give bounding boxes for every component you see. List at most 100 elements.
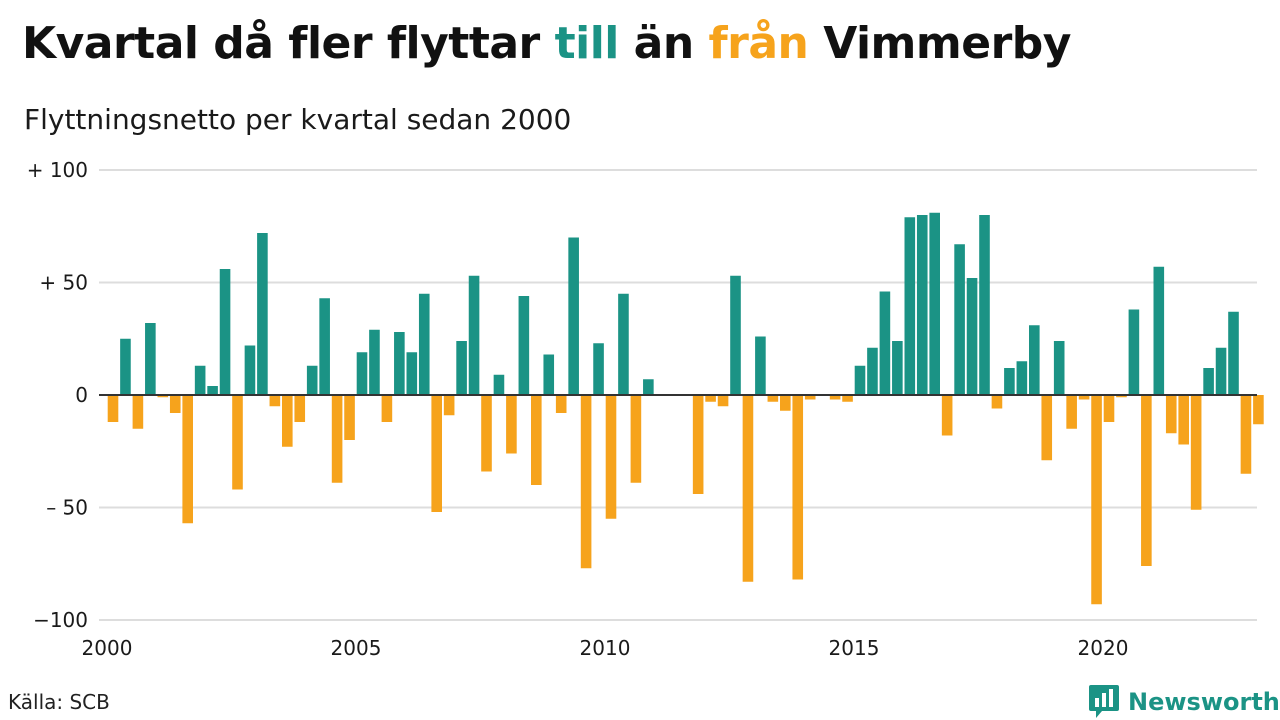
bar-positive xyxy=(518,296,530,395)
bar-negative xyxy=(1141,395,1152,566)
bar-negative xyxy=(182,395,193,524)
x-tick-label: 2010 xyxy=(580,636,631,660)
bar-positive xyxy=(954,244,965,395)
bar-negative xyxy=(1240,395,1252,474)
bar-negative xyxy=(717,395,729,407)
bar-positive xyxy=(406,352,418,395)
bar-positive xyxy=(207,386,218,395)
bar-negative xyxy=(481,395,492,472)
bar-positive xyxy=(468,275,480,395)
bar-positive xyxy=(854,365,866,395)
bar-positive xyxy=(892,341,903,395)
bars xyxy=(107,212,1264,605)
bar-negative xyxy=(555,395,567,413)
bar-negative xyxy=(1165,395,1177,434)
title-part-fran: från xyxy=(708,18,809,69)
bar-positive xyxy=(904,217,916,395)
bar-positive xyxy=(1004,368,1015,395)
bar-negative xyxy=(705,395,716,402)
bar-negative xyxy=(1253,395,1264,425)
newsworthy-logo: Newsworthy xyxy=(1088,684,1280,720)
bar-negative xyxy=(107,395,119,422)
bar-negative xyxy=(132,395,144,429)
bar-negative xyxy=(282,395,293,447)
bar-chart: + 100 + 50 0 – 50 −100 2000 2005 2010 2015 2020 xyxy=(27,158,1264,660)
bar-positive xyxy=(593,343,604,395)
bar-negative xyxy=(780,395,791,411)
y-tick-label: −100 xyxy=(33,608,88,632)
bar-negative xyxy=(767,395,779,402)
bar-negative xyxy=(804,395,816,400)
bar-negative xyxy=(1190,395,1202,510)
bar-negative xyxy=(431,395,442,512)
bar-negative xyxy=(842,395,853,402)
bar-negative xyxy=(605,395,617,519)
bar-positive xyxy=(369,329,380,395)
bar-positive xyxy=(219,269,231,395)
bar-negative xyxy=(1066,395,1077,429)
bar-positive xyxy=(643,379,654,395)
bar-negative xyxy=(1178,395,1189,445)
bar-negative xyxy=(792,395,804,580)
bar-positive xyxy=(1128,309,1140,395)
bar-positive xyxy=(929,212,940,395)
bar-negative xyxy=(232,395,243,490)
title-part-1: Kvartal då fler flyttar xyxy=(22,18,555,69)
title-part-till: till xyxy=(554,18,620,69)
bar-positive xyxy=(394,332,405,395)
bar-positive xyxy=(755,336,766,395)
bar-positive xyxy=(306,365,318,395)
bar-positive xyxy=(418,293,430,395)
logo-name: Newsworthy xyxy=(1128,688,1280,716)
bar-positive xyxy=(194,365,206,395)
bar-positive xyxy=(1228,311,1239,395)
bar-negative xyxy=(991,395,1003,409)
bar-positive xyxy=(879,291,891,395)
bar-positive xyxy=(730,275,741,395)
bar-positive xyxy=(1029,325,1040,395)
bar-negative xyxy=(157,395,169,398)
bar-negative xyxy=(1091,395,1102,605)
bar-negative xyxy=(1116,395,1127,398)
bar-positive xyxy=(1215,347,1227,395)
bar-positive xyxy=(543,354,555,395)
bar-positive xyxy=(1053,341,1065,395)
y-tick-label: 0 xyxy=(75,383,88,407)
bar-negative xyxy=(630,395,642,483)
bar-negative xyxy=(506,395,517,454)
x-tick-label: 2020 xyxy=(1078,636,1129,660)
bar-negative xyxy=(1078,395,1090,400)
bar-positive xyxy=(618,293,629,395)
axes: + 100 + 50 0 – 50 −100 2000 2005 2010 2015 2020 xyxy=(27,158,1257,660)
bar-positive xyxy=(1016,361,1028,395)
bar-negative xyxy=(443,395,455,416)
bar-positive xyxy=(1203,368,1214,395)
bar-negative xyxy=(1103,395,1115,422)
bar-negative xyxy=(294,395,306,422)
bar-positive xyxy=(257,233,268,395)
bar-positive xyxy=(979,215,990,395)
bar-positive xyxy=(493,374,505,395)
bar-positive xyxy=(916,215,928,395)
chart-subtitle: Flyttningsnetto per kvartal sedan 2000 xyxy=(24,103,572,136)
bar-negative xyxy=(742,395,754,582)
bar-positive xyxy=(568,237,579,395)
x-tick-label: 2015 xyxy=(829,636,880,660)
bar-negative xyxy=(269,395,281,407)
bar-positive xyxy=(966,278,978,395)
bar-negative xyxy=(692,395,704,494)
bar-negative xyxy=(331,395,343,483)
bar-negative xyxy=(1041,395,1053,461)
y-tick-label: + 50 xyxy=(39,271,88,295)
title-part-5: Vimmerby xyxy=(808,18,1071,69)
bar-positive xyxy=(867,347,878,395)
y-tick-label: + 100 xyxy=(27,158,88,182)
bar-positive xyxy=(1153,266,1165,395)
title-part-3: än xyxy=(618,18,709,69)
chart-title: Kvartal då fler flyttar till än från Vim… xyxy=(22,14,1071,74)
bar-negative xyxy=(829,395,841,400)
bar-negative xyxy=(344,395,355,440)
x-tick-label: 2000 xyxy=(82,636,133,660)
bar-chart-logo-icon xyxy=(1089,685,1119,718)
bar-negative xyxy=(531,395,542,485)
